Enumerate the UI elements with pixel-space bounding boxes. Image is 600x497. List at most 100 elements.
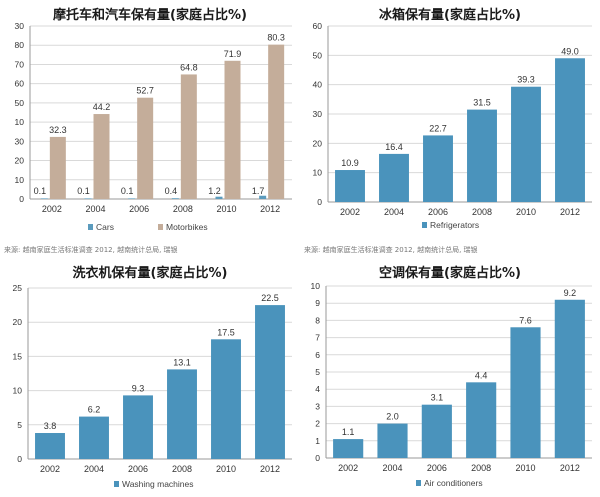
bar-refrigerators — [335, 170, 365, 202]
x-tick-label: 2008 — [173, 204, 193, 214]
y-tick-label: 1 — [315, 436, 320, 446]
x-tick-label: 2004 — [85, 204, 105, 214]
chart-title: 洗衣机保有量(家庭占比%) — [72, 266, 228, 281]
bar-refrigerators — [423, 135, 453, 202]
bar-washing-machines — [211, 339, 241, 459]
data-label: 1.7 — [252, 186, 265, 196]
y-tick-label: 10 — [311, 281, 321, 291]
y-tick-label: 3 — [315, 401, 320, 411]
chart-air-conditioners: 空调保有量(家庭占比%) 0 1 2 3 4 5 6 7 8 9 10 2002 1.1 2004 2.0 2… — [300, 258, 600, 497]
data-label: 0.1 — [77, 186, 90, 196]
data-label: 0.1 — [34, 186, 47, 196]
x-tick-label: 2008 — [472, 207, 492, 217]
chart-washing-machines: 洗衣机保有量(家庭占比%) 0 5 10 15 20 25 2002 3.8 2004 6.2 20… — [0, 258, 300, 497]
data-label: 3.1 — [431, 393, 444, 403]
y-tick-label: 15 — [13, 351, 23, 361]
legend-label: Washing machines — [122, 479, 194, 489]
y-tick-label: 80 — [15, 40, 25, 50]
data-label: 3.8 — [44, 421, 57, 431]
x-tick-label: 2002 — [42, 204, 62, 214]
x-tick-label: 2004 — [382, 463, 402, 473]
chart-refrigerators: 冰箱保有量(家庭占比%) 0 10 20 30 40 50 60 2002 10.9 2004 16… — [300, 0, 600, 250]
x-tick-label: 2010 — [216, 464, 236, 474]
bar-refrigerators — [555, 58, 585, 203]
bar-cars — [215, 196, 223, 199]
x-tick-label: 2008 — [471, 463, 491, 473]
data-label: 2.0 — [386, 412, 399, 422]
y-tick-label: 0 — [315, 453, 320, 463]
y-tick-label: 8 — [315, 315, 320, 325]
chart-motorbikes-cars: 摩托车和汽车保有量(家庭占比%) 0 10 20 30 10 50 60 70 80 30 2002… — [0, 0, 300, 250]
y-tick-label: 0 — [19, 194, 24, 204]
chart-title: 空调保有量(家庭占比%) — [379, 266, 521, 281]
bar-air-conditioners — [554, 299, 585, 458]
bar-cars — [128, 198, 136, 199]
bar-refrigerators — [467, 109, 497, 202]
bar-motorbikes — [49, 136, 66, 199]
data-label: 1.2 — [208, 186, 221, 196]
bar-cars — [259, 195, 267, 199]
bar-air-conditioners — [510, 327, 541, 458]
x-tick-label: 2010 — [216, 204, 236, 214]
y-tick-label: 20 — [13, 317, 23, 327]
data-label: 0.4 — [165, 186, 178, 196]
data-label: 80.3 — [267, 33, 285, 43]
y-tick-label: 30 — [313, 109, 323, 119]
data-label: 9.3 — [132, 383, 145, 393]
data-label: 44.2 — [93, 102, 111, 112]
y-tick-label: 30 — [15, 21, 25, 31]
y-tick-label: 60 — [15, 79, 25, 89]
data-label: 52.7 — [136, 86, 154, 96]
chart-source-note: 来源: 越南家庭生活标准调查 2012, 越南统计总局, 瑞银 — [4, 246, 178, 254]
x-tick-label: 2002 — [340, 207, 360, 217]
y-tick-label: 30 — [15, 136, 25, 146]
data-label: 64.8 — [180, 62, 198, 72]
chart-source-note: 来源: 越南家庭生活标准调查 2012, 越南统计总局, 瑞银 — [304, 246, 478, 254]
data-label: 17.5 — [217, 327, 235, 337]
bar-washing-machines — [167, 369, 197, 459]
legend-label: Cars — [96, 222, 114, 232]
x-tick-label: 2010 — [515, 463, 535, 473]
y-tick-label: 70 — [15, 59, 25, 69]
y-tick-label: 50 — [313, 50, 323, 60]
y-tick-label: 7 — [315, 333, 320, 343]
data-label: 32.3 — [49, 125, 67, 135]
y-tick-label: 0 — [317, 197, 322, 207]
y-tick-label: 25 — [13, 283, 23, 293]
bar-motorbikes — [268, 44, 285, 200]
legend-label: Motorbikes — [166, 222, 208, 232]
data-label: 16.4 — [385, 142, 403, 152]
bar-cars — [40, 198, 48, 199]
data-label: 39.3 — [517, 75, 535, 85]
y-tick-label: 10 — [15, 175, 25, 185]
chart-title: 摩托车和汽车保有量(家庭占比%) — [53, 8, 247, 23]
x-tick-label: 2006 — [129, 204, 149, 214]
y-tick-label: 40 — [313, 80, 323, 90]
bar-cars — [84, 198, 92, 199]
bar-motorbikes — [137, 97, 154, 199]
x-tick-label: 2004 — [84, 464, 104, 474]
legend-swatch — [416, 480, 421, 486]
data-label: 4.4 — [475, 370, 488, 380]
bar-washing-machines — [79, 416, 109, 459]
bar-air-conditioners — [377, 423, 408, 458]
data-label: 9.2 — [564, 288, 577, 298]
legend-swatch — [422, 222, 427, 228]
bar-air-conditioners — [421, 404, 452, 458]
legend-label: Air conditioners — [424, 478, 483, 488]
bar-refrigerators — [511, 86, 541, 202]
bar-washing-machines — [123, 395, 153, 459]
chart-refrigerators-plot: 0 10 20 30 40 50 60 2002 10.9 2004 16.4 2006 22.7 200… — [313, 21, 592, 230]
y-tick-label: 4 — [315, 384, 320, 394]
bar-air-conditioners — [333, 439, 364, 458]
x-tick-label: 2012 — [560, 207, 580, 217]
y-tick-label: 60 — [313, 21, 323, 31]
data-label: 0.1 — [121, 186, 134, 196]
x-tick-label: 2012 — [260, 204, 280, 214]
bar-refrigerators — [379, 153, 409, 202]
bar-motorbikes — [93, 114, 110, 199]
y-tick-label: 10 — [13, 386, 23, 396]
x-tick-label: 2008 — [172, 464, 192, 474]
y-tick-label: 6 — [315, 350, 320, 360]
data-label: 49.0 — [561, 46, 579, 56]
